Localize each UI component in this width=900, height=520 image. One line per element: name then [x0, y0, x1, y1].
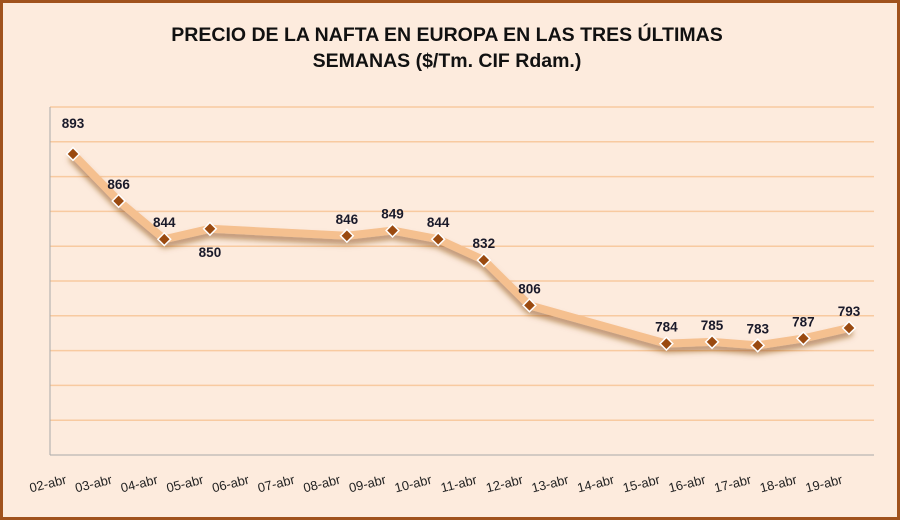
data-label: 784 — [655, 320, 678, 335]
chart-title: PRECIO DE LA NAFTA EN EUROPA EN LAS TRES… — [0, 22, 894, 74]
data-label: 783 — [746, 321, 769, 336]
x-tick-label: 12-abr — [484, 472, 525, 496]
data-label: 866 — [107, 177, 130, 192]
data-label: 787 — [792, 314, 815, 329]
x-tick-label: 15-abr — [621, 472, 662, 496]
x-tick-label: 09-abr — [347, 472, 388, 496]
data-point-marker — [841, 320, 857, 336]
data-point-marker — [658, 336, 674, 352]
x-tick-label: 19-abr — [804, 472, 845, 496]
data-label: 806 — [518, 281, 541, 296]
series-nafta — [65, 146, 857, 353]
data-label: 844 — [153, 215, 176, 230]
chart-title-line2: SEMANAS ($/Tm. CIF Rdam.) — [312, 50, 582, 72]
x-tick-label: 04-abr — [119, 472, 160, 496]
x-tick-label: 14-abr — [576, 472, 617, 496]
data-point-marker — [430, 231, 446, 247]
data-point-marker — [750, 337, 766, 353]
x-tick-label: 03-abr — [74, 472, 115, 496]
data-point-marker — [522, 297, 537, 313]
x-tick-label: 02-abr — [28, 472, 69, 496]
x-tick-labels: 02-abr 03-abr 04-abr 05-abr 06-abr 07-abr 08-a… — [28, 472, 845, 496]
x-tick-label: 13-abr — [530, 472, 571, 496]
x-tick-label: 16-abr — [667, 472, 708, 496]
x-tick-label: 17-abr — [713, 472, 754, 496]
x-tick-label: 10-abr — [393, 472, 434, 496]
data-point-marker — [156, 231, 172, 247]
x-tick-label: 06-abr — [210, 472, 251, 496]
series-line — [69, 149, 853, 350]
data-label: 850 — [199, 245, 222, 260]
data-label: 846 — [336, 212, 359, 227]
x-tick-label: 18-abr — [758, 472, 799, 496]
data-label: 785 — [701, 318, 724, 333]
data-label: 849 — [381, 207, 404, 222]
data-point-marker — [339, 228, 355, 244]
data-label: 793 — [838, 304, 861, 319]
x-tick-label: 08-abr — [302, 472, 343, 496]
data-point-marker — [65, 146, 81, 162]
gridlines — [50, 106, 874, 421]
data-label: 844 — [427, 215, 450, 230]
data-point-marker — [476, 252, 492, 268]
data-point-marker — [202, 221, 218, 237]
data-label: 832 — [473, 236, 496, 251]
x-tick-label: 05-abr — [165, 472, 206, 496]
data-labels: 893 866 844 850 846 849 844 832 806 784 785 783 787 7… — [62, 116, 861, 336]
data-label: 893 — [62, 116, 85, 131]
data-point-marker — [795, 330, 811, 346]
data-point-marker — [704, 334, 720, 350]
data-point-marker — [111, 193, 127, 209]
data-point-marker — [385, 223, 400, 238]
chart-title-line1: PRECIO DE LA NAFTA EN EUROPA EN LAS TRES… — [171, 24, 723, 46]
x-tick-label: 11-abr — [439, 472, 479, 496]
x-tick-label: 07-abr — [256, 472, 297, 496]
